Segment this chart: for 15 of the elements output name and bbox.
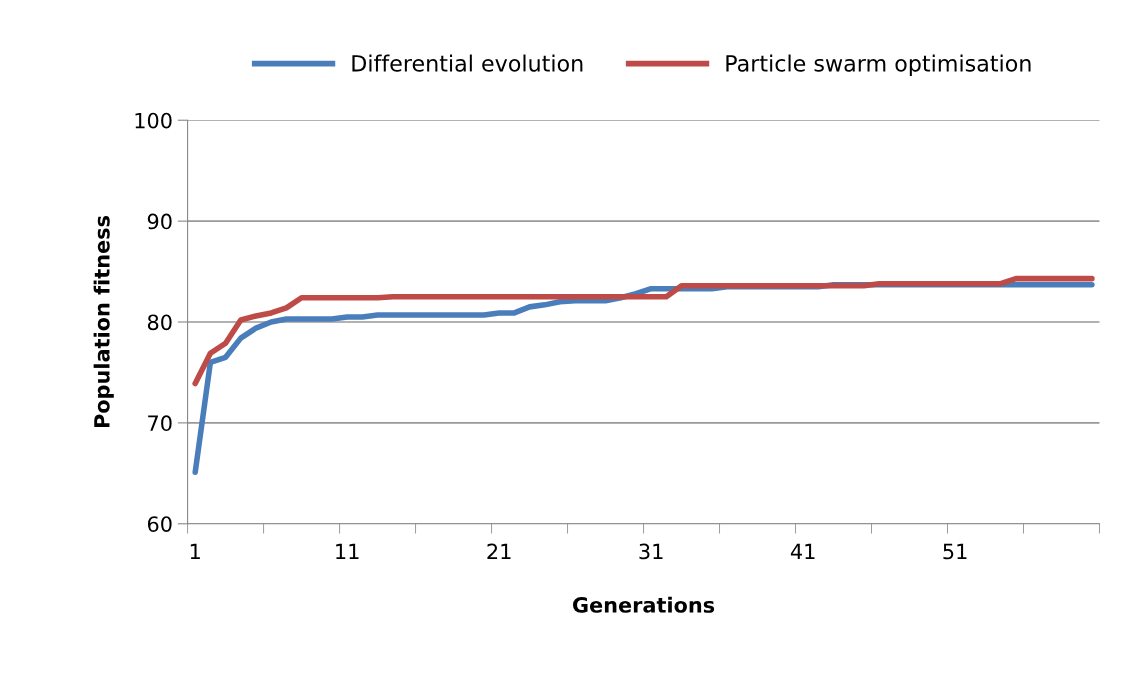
legend-label: Particle swarm optimisation xyxy=(726,54,1031,77)
y-tick-label: 90 xyxy=(147,213,172,230)
x-axis-title: Generations xyxy=(572,596,715,613)
y-axis-title: Population fitness xyxy=(93,216,114,428)
x-tick-label: 11 xyxy=(336,543,359,560)
y-tick-label: 80 xyxy=(147,314,172,331)
y-tick-label: 60 xyxy=(147,516,172,532)
x-tick-label: 51 xyxy=(943,543,967,560)
y-tick-label: 70 xyxy=(148,415,172,432)
x-tick-label: 21 xyxy=(487,543,511,560)
x-tick-label: 1 xyxy=(190,543,200,560)
y-tick-label: 100 xyxy=(135,112,172,129)
x-tick-label: 41 xyxy=(790,543,815,560)
x-tick-label: 31 xyxy=(639,543,663,560)
legend-label: Differential evolution xyxy=(352,54,583,72)
